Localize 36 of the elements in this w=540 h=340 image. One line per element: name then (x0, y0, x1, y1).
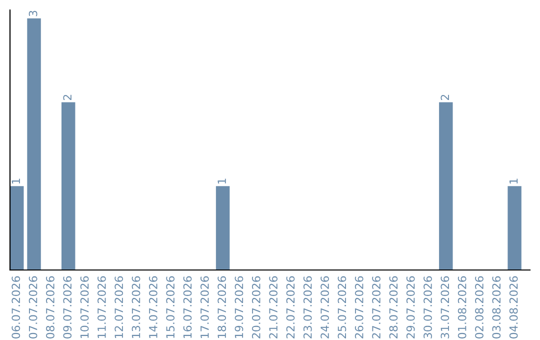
x-tick-label: 07.07.2026 (28, 276, 38, 338)
x-tick-label: 27.07.2026 (372, 276, 380, 338)
x-tick-label: 12.07.2026 (114, 276, 124, 338)
x-tick-label: 18.07.2026 (218, 276, 226, 338)
x-tick-label: 10.07.2026 (80, 276, 89, 338)
x-tick-label: 03.08.2026 (492, 276, 501, 338)
x-tick-label: 28.07.2026 (389, 276, 398, 338)
x-tick-label: 31.07.2026 (440, 276, 450, 338)
x-tick-label: 23.07.2026 (303, 276, 312, 338)
data-label: 1 (12, 178, 20, 184)
data-label: 2 (440, 94, 449, 100)
x-tick-label: 19.07.2026 (234, 276, 244, 338)
data-label: 2 (63, 94, 72, 100)
x-tick-label: 26.07.2026 (354, 276, 364, 338)
x-tick-label: 22.07.2026 (286, 276, 295, 338)
data-label: 1 (218, 178, 226, 184)
x-tick-label: 09.07.2026 (63, 276, 72, 338)
x-tick-label: 17.07.2026 (200, 276, 209, 338)
x-tick-label: 08.07.2026 (46, 276, 54, 338)
x-tick-label: 04.08.2026 (509, 276, 518, 338)
x-tick-label: 21.07.2026 (269, 276, 278, 338)
x-tick-label: 15.07.2026 (166, 276, 175, 338)
x-tick-label: 29.07.2026 (406, 276, 415, 338)
x-tick-label: 24.07.2026 (320, 276, 329, 338)
x-tick-label: 13.07.2026 (132, 276, 140, 338)
x-tick-label: 02.08.2026 (475, 276, 484, 338)
x-tick-label: 06.07.2026 (12, 276, 20, 338)
x-tick-label: 25.07.2026 (338, 276, 346, 338)
x-tick-label: 16.07.2026 (183, 276, 192, 338)
x-tick-label: 01.08.2026 (458, 276, 466, 338)
data-label: 1 (510, 178, 518, 184)
data-label: 3 (28, 10, 38, 16)
x-tick-label: 11.07.2026 (97, 276, 106, 338)
x-tick-label: 30.07.2026 (424, 276, 432, 338)
x-tick-label: 20.07.2026 (252, 276, 260, 338)
x-tick-label: 14.07.2026 (148, 276, 158, 338)
